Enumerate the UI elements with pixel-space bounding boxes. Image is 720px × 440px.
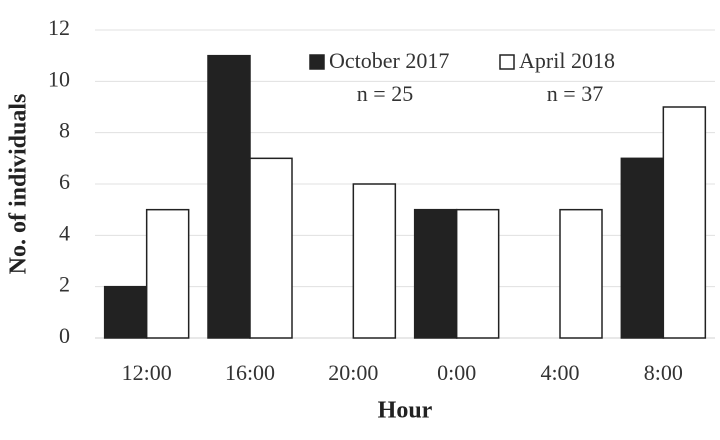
x-tick-label: 0:00 (437, 360, 476, 385)
bar (207, 54, 251, 339)
legend-label: April 2018 (519, 48, 615, 73)
y-tick-label: 10 (48, 66, 70, 91)
bar (413, 208, 458, 339)
x-tick-label: 4:00 (540, 360, 579, 385)
y-tick-label: 2 (59, 272, 70, 297)
x-axis-title: Hour (378, 398, 433, 424)
x-tick-label: 12:00 (122, 360, 172, 385)
x-tick-label: 8:00 (644, 360, 683, 385)
legend-swatch (499, 54, 515, 70)
bar (249, 157, 293, 339)
annotation: n = 25 (357, 81, 413, 106)
y-tick-label: 12 (48, 15, 70, 40)
y-tick-label: 0 (59, 323, 70, 348)
legend-label: October 2017 (329, 48, 449, 73)
bar (145, 208, 190, 339)
bar (103, 285, 148, 339)
x-tick-label: 16:00 (225, 360, 275, 385)
y-tick-label: 6 (59, 169, 70, 194)
bar (559, 208, 603, 339)
x-tick-label: 20:00 (328, 360, 378, 385)
y-tick-label: 4 (59, 220, 70, 245)
bar (662, 106, 707, 339)
bar (620, 157, 665, 339)
bar (352, 183, 397, 339)
y-axis-title: No. of individuals (6, 94, 32, 275)
y-tick-label: 8 (59, 118, 70, 143)
legend-swatch (309, 54, 325, 70)
annotation: n = 37 (547, 81, 603, 106)
bar (455, 208, 500, 339)
